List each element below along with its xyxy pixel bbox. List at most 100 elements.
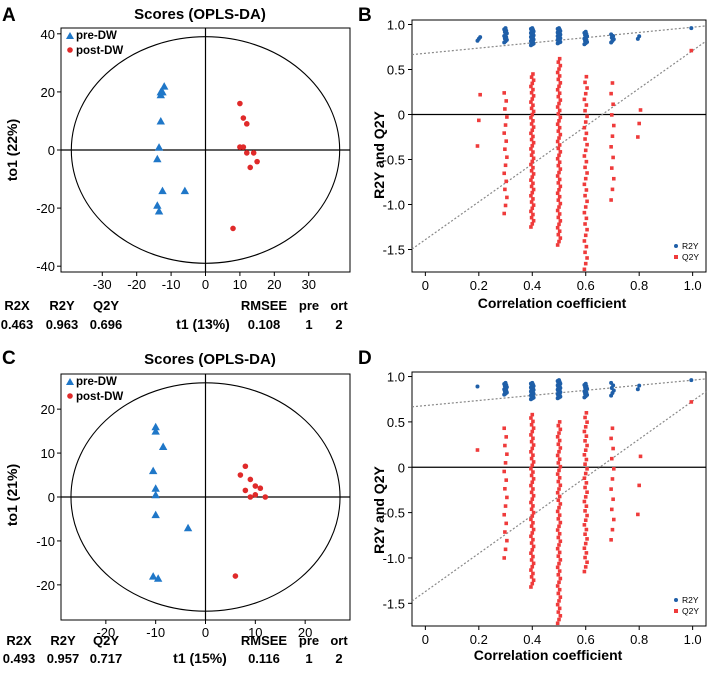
panel-b-q2y-point [609,145,613,149]
panel-d-q2y-point [555,602,560,607]
panel-a-stat-value: 2 [335,317,342,332]
panel-a-xlabel: t1 (13%) [176,316,230,332]
panel-d-q2y-point [531,460,536,464]
panel-b-q2y-point [557,91,562,95]
panel-b-q2y-point [530,81,535,86]
panel-a-pre-point [156,87,165,96]
panel-b-q2y-point [555,87,560,92]
panel-a-pre-point [153,201,162,209]
panel-d-q2y-point [529,517,533,522]
panel-a-xtick-label: 30 [301,277,315,292]
panel-b-q2y-point [556,77,561,82]
panel-d-q2y-point [584,527,589,532]
panel-d-q2y-point [582,546,587,551]
panel-d-q2y-point [555,509,560,514]
panel-a-ytick-label: 20 [41,85,55,100]
panel-d-q2y-point [505,538,509,543]
panel-d-q2y-point [585,467,589,471]
panel-a-stat-header: R2X [4,298,30,313]
panel-b-q2y-point [530,190,535,195]
panel-b-q2y-point [558,236,563,240]
panel-b: B 0 0.2 0.4 0.6 0.8 1.0 1.0 0.5 0 -0.5 -1.0 -1.5 R2Y… [358,5,707,311]
panel-d-q2y-point [531,443,536,447]
panel-b-q2y-point [583,205,588,209]
panel-d-q2y-point [558,446,563,450]
panel-d-q2y-point [583,425,588,429]
panel-a-stat-value: 0.463 [1,317,34,332]
panel-d-q2y-point [529,450,533,454]
panel-d-q2y-point [529,551,533,555]
panel-c-stat-header: RMSEE [241,633,288,648]
panel-b-q2y-point [582,154,587,158]
panel-d-q2y-point [555,472,560,476]
panel-b-q2y-point [529,209,533,214]
panel-d-q2y-point [529,507,534,512]
panel-a-post-point [243,121,250,127]
panel-b-q2y-point [557,188,561,192]
panel-d-r2y-point [637,383,642,388]
panel-b-ytick-label: -1.5 [383,243,405,258]
panel-b-label: B [358,5,372,26]
panel-b-q2y-point [636,135,640,139]
panel-a-pre-point [153,154,162,163]
panel-b-q2y-point [529,200,534,204]
panel-b-q2y-point [582,210,587,215]
panel-d-q2y-point [531,419,535,424]
panel-d-q2y-point [530,446,535,451]
panel-b-q2y-point [558,150,563,154]
panel-c-pre-point [148,572,158,580]
panel-b-q2y-point [557,143,562,147]
panel-b-q2y-point [583,222,587,226]
panel-b-q2y-point [529,184,534,189]
panel-d-ylabel: R2Y and Q2Y [371,466,387,554]
panel-b-q2y-point [611,123,616,128]
panel-d-q2y-point [558,427,563,432]
panel-a-title: Scores (OPLS-DA) [134,6,266,23]
panel-b-xtick-label: 0.2 [470,278,488,293]
panel-c-post-point [237,472,244,478]
panel-b-q2y-point [583,261,588,266]
panel-d-q2y-point [504,478,509,482]
panel-d-legend-q2y-icon [674,609,678,613]
panel-a-ytick-label: 40 [41,27,55,42]
panel-d-q2y-point [502,556,507,560]
panel-d-q2y-point [503,504,508,508]
panel-d-q2y-point [555,435,560,439]
panel-d-q2y-point [689,400,694,404]
panel-b-q2y-point [529,90,534,95]
panel-d-q2y-point [585,420,589,424]
panel-c-post-point [247,476,254,483]
panel-b-q2y-point [504,99,509,103]
panel-d-r2y-point [583,381,588,386]
panel-b-q2y-point [557,108,562,113]
panel-b-q2y-point [531,203,536,207]
panel-a-ytick-label: -20 [36,201,55,216]
panel-d-q2y-point [558,558,563,562]
panel-b-q2y-point [689,48,694,53]
panel-c-pre-point [151,510,160,519]
panel-b-q2y-point [529,122,534,126]
panel-c-title: Scores (OPLS-DA) [144,351,276,368]
panel-b-q2y-point [531,119,535,123]
panel-c-post-point [232,573,239,579]
panel-d-q2y-point [557,543,561,547]
panel-b-q2y-point [530,97,535,101]
panel-d-xlabel: Correlation coefficient [474,647,623,663]
panel-d-q2y-point [556,498,561,503]
panel-b-r2y-regression [411,25,707,56]
panel-d-xtick-label: 1.0 [684,632,702,647]
panel-b-q2y-point [555,139,560,144]
panel-b-q2y-point [504,139,509,143]
panel-c-xtick-label: -20 [96,625,115,640]
panel-b-xtick-label: 0.6 [577,278,595,293]
panel-d-q2y-point [502,426,507,431]
panel-b-q2y-point [531,103,535,108]
panel-d-q2y-point [503,461,508,465]
panel-b-q2y-point [582,97,587,102]
panel-d-q2y-point [505,452,509,456]
panel-d-q2y-point [583,565,588,569]
panel-b-q2y-point [558,201,563,206]
panel-b-xtick-label: 0 [422,278,429,293]
panel-b-q2y-point [582,125,587,130]
panel-a-stat-header: R2Y [49,298,75,313]
